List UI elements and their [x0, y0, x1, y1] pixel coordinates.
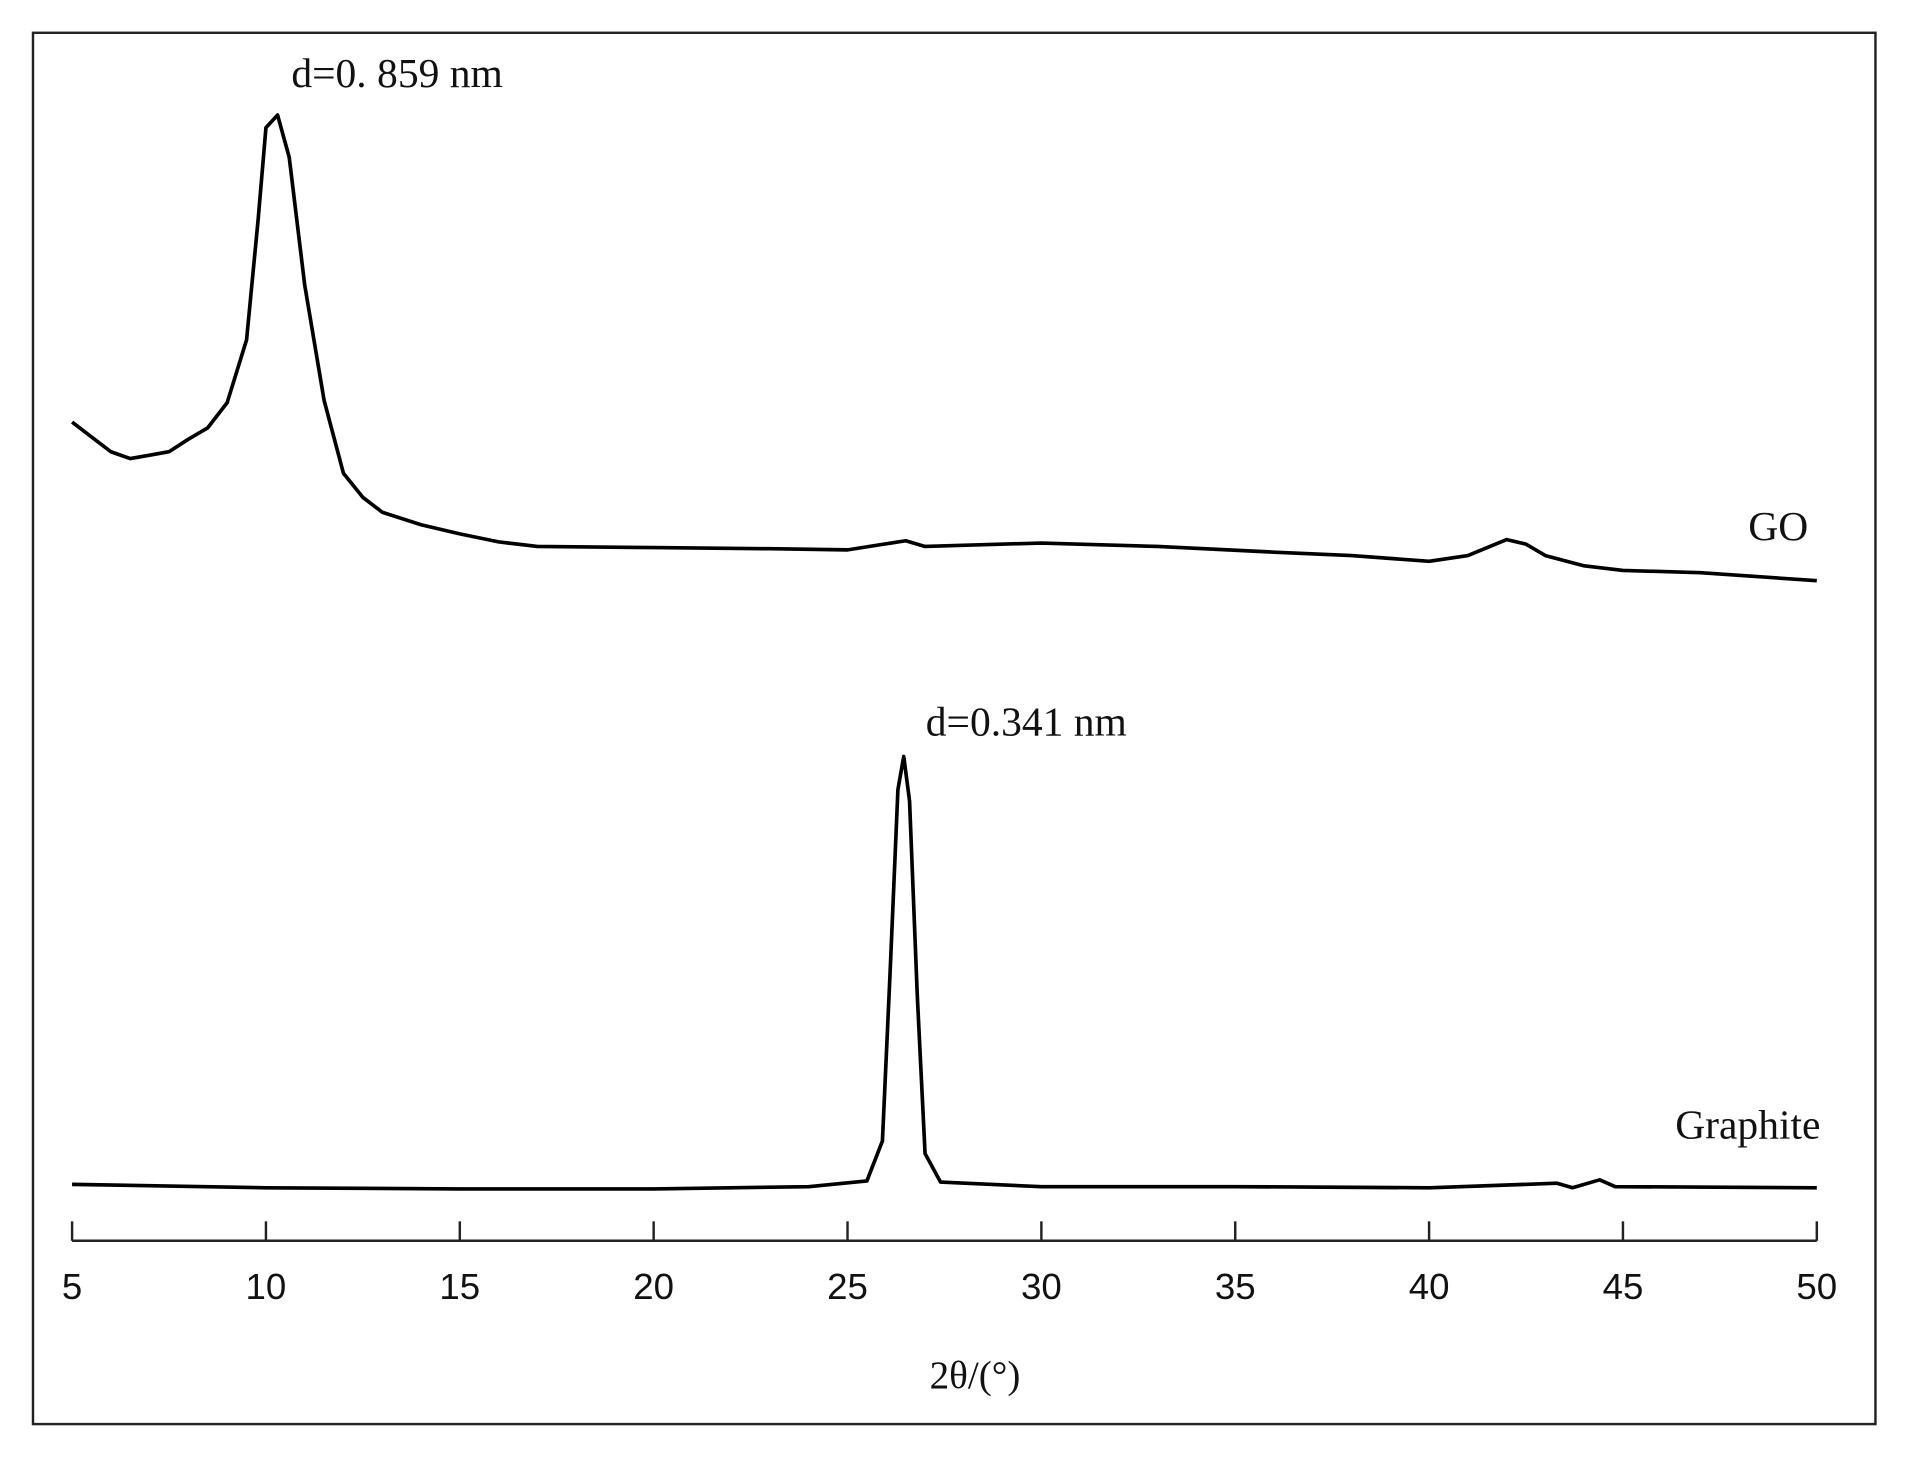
frame — [31, 31, 1877, 1426]
series-label: Graphite — [1675, 1102, 1820, 1148]
x-tick-label: 10 — [246, 1266, 287, 1307]
annotation: d=0.341 nm — [926, 699, 1127, 745]
x-tick-label: 45 — [1603, 1266, 1644, 1307]
annotation: d=0. 859 nm — [291, 50, 502, 96]
series-line — [70, 113, 1817, 583]
x-tick-label: 25 — [827, 1266, 868, 1307]
x-tick-label: 35 — [1215, 1266, 1256, 1307]
x-tick-label: 5 — [62, 1266, 82, 1307]
x-tick-label: 30 — [1021, 1266, 1062, 1307]
series-line — [72, 754, 1817, 1191]
x-tick-label: 40 — [1409, 1266, 1450, 1307]
x-tick-label: 50 — [1796, 1266, 1837, 1307]
x-axis-title: 2θ/(°) — [930, 1354, 1021, 1397]
series-label: GO — [1748, 503, 1808, 549]
x-tick-label: 15 — [439, 1266, 480, 1307]
x-tick-label: 20 — [633, 1266, 674, 1307]
